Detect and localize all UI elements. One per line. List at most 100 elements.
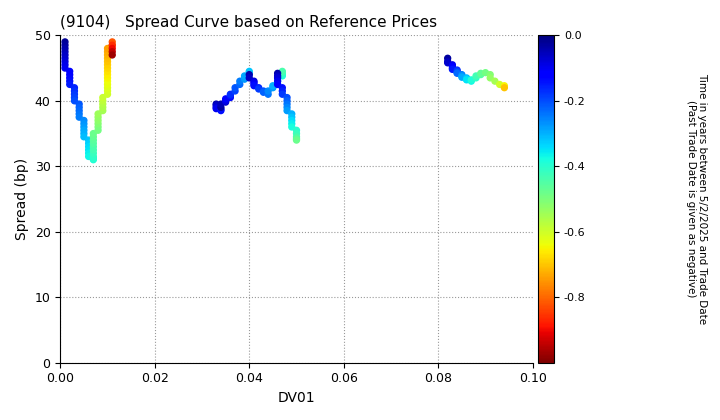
Point: [248, 81, 260, 88]
Point: [64, 68, 76, 75]
Point: [88, 155, 99, 162]
Point: [276, 69, 288, 76]
Point: [489, 78, 500, 84]
Point: [485, 74, 496, 81]
Point: [494, 81, 505, 88]
Point: [282, 104, 293, 111]
Point: [262, 88, 274, 94]
Point: [475, 70, 487, 77]
Point: [97, 97, 109, 104]
Point: [272, 70, 284, 77]
Point: [73, 107, 85, 114]
Point: [466, 76, 477, 83]
Point: [248, 78, 260, 84]
Point: [102, 52, 113, 58]
Point: [456, 74, 467, 81]
Point: [59, 45, 71, 52]
Point: [107, 39, 118, 45]
Point: [73, 104, 85, 111]
Point: [102, 81, 113, 88]
Point: [83, 140, 94, 147]
Point: [234, 78, 246, 84]
Point: [64, 81, 76, 88]
Point: [97, 107, 109, 114]
Point: [97, 94, 109, 101]
Point: [68, 94, 80, 101]
Point: [243, 69, 255, 76]
Point: [92, 127, 104, 134]
Point: [73, 114, 85, 121]
Point: [59, 42, 71, 49]
Point: [258, 88, 269, 94]
Point: [229, 88, 240, 94]
Point: [59, 65, 71, 71]
Point: [276, 68, 288, 75]
Point: [446, 65, 458, 71]
Point: [88, 140, 99, 147]
Point: [282, 101, 293, 108]
Point: [88, 134, 99, 140]
Point: [291, 137, 302, 144]
Point: [451, 69, 463, 76]
Point: [272, 78, 284, 84]
Point: [78, 121, 90, 127]
Point: [83, 143, 94, 150]
Point: [286, 121, 297, 127]
Point: [59, 55, 71, 62]
Point: [276, 91, 288, 97]
Point: [243, 71, 255, 78]
Point: [276, 88, 288, 94]
Point: [456, 73, 467, 79]
Point: [225, 92, 236, 99]
Point: [286, 123, 297, 130]
Point: [485, 71, 496, 78]
Point: [215, 101, 227, 108]
Point: [267, 84, 279, 91]
Y-axis label: Time in years between 5/2/2025 and Trade Date
(Past Trade Date is given as negat: Time in years between 5/2/2025 and Trade…: [686, 74, 708, 325]
Point: [83, 153, 94, 160]
Point: [229, 84, 240, 91]
Point: [88, 156, 99, 163]
Point: [102, 61, 113, 68]
Point: [102, 84, 113, 91]
Point: [282, 107, 293, 114]
Point: [480, 69, 491, 76]
Point: [451, 68, 463, 75]
Point: [215, 106, 227, 113]
Point: [291, 130, 302, 137]
Point: [83, 137, 94, 144]
Point: [225, 91, 236, 97]
Point: [461, 76, 472, 83]
Point: [83, 147, 94, 153]
Point: [286, 117, 297, 124]
Text: (9104)   Spread Curve based on Reference Prices: (9104) Spread Curve based on Reference P…: [60, 15, 438, 30]
Y-axis label: Spread (bp): Spread (bp): [15, 158, 29, 240]
Point: [243, 71, 255, 78]
Point: [499, 84, 510, 91]
Point: [92, 110, 104, 117]
Point: [78, 127, 90, 134]
Point: [102, 71, 113, 78]
Point: [59, 48, 71, 55]
Point: [210, 101, 222, 108]
Point: [451, 70, 463, 77]
Point: [272, 74, 284, 81]
Point: [88, 155, 99, 161]
Point: [78, 134, 90, 140]
Point: [442, 60, 454, 66]
Point: [88, 153, 99, 160]
Point: [446, 61, 458, 68]
Point: [291, 134, 302, 140]
Point: [78, 117, 90, 124]
Point: [102, 78, 113, 84]
Point: [456, 71, 467, 78]
Point: [220, 97, 231, 104]
Point: [102, 91, 113, 97]
Point: [102, 45, 113, 52]
Point: [272, 81, 284, 88]
Point: [258, 89, 269, 96]
Point: [451, 67, 463, 74]
Point: [220, 95, 231, 102]
Point: [243, 74, 255, 81]
Point: [88, 150, 99, 157]
